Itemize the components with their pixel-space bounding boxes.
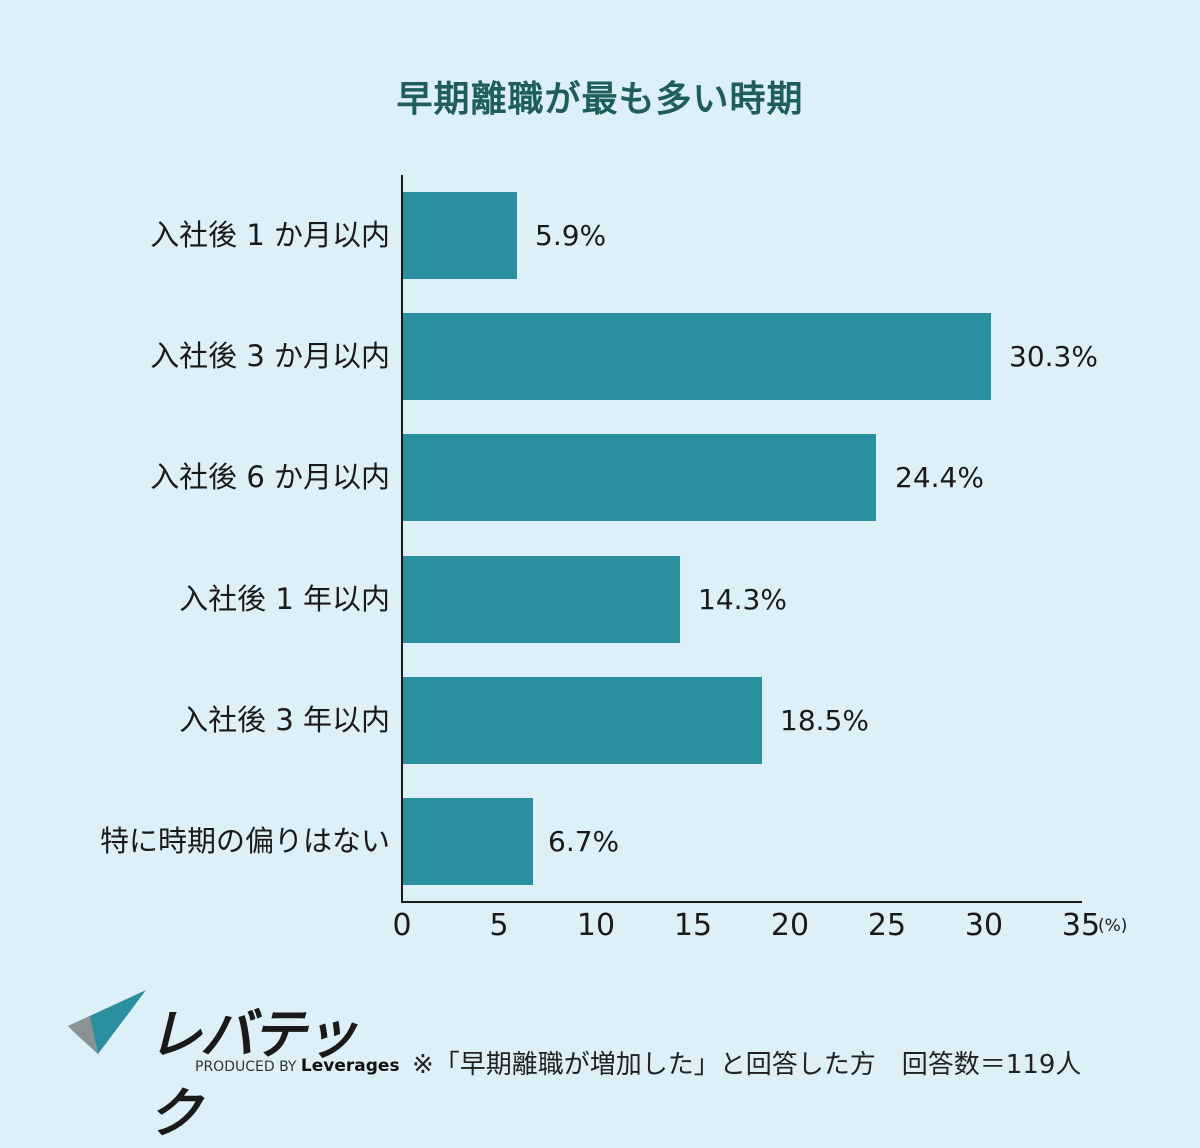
value-label: 18.5% [780, 704, 869, 737]
chart-title: 早期離職が最も多い時期 [396, 79, 804, 120]
x-tick: 10 [576, 908, 616, 943]
bar-1-year [403, 556, 680, 643]
x-tick: 20 [770, 908, 810, 943]
bar-6-months [403, 434, 876, 521]
footnote: ※「早期離職が増加した」と回答した方 回答数＝119人 [412, 1050, 1082, 1080]
bar-no-specific-period [403, 798, 533, 885]
x-tick: 5 [489, 908, 509, 943]
levtech-logo: レバテック PRODUCED BY Leverages [68, 988, 400, 1145]
category-label: 入社後 1 年以内 [179, 582, 390, 616]
bar-3-years [403, 677, 762, 764]
value-label: 24.4% [895, 461, 984, 494]
category-label: 入社後 3 年以内 [179, 703, 390, 737]
produced-by: PRODUCED BY Leverages [195, 1056, 400, 1076]
category-label: 入社後 1 か月以内 [150, 218, 390, 252]
bar-1-month [403, 192, 517, 279]
category-label: 特に時期の偏りはない [99, 824, 390, 858]
value-label: 30.3% [1009, 340, 1098, 373]
x-tick: 35 [1061, 908, 1101, 943]
y-axis-line [401, 175, 403, 903]
x-axis-line [401, 901, 1082, 903]
bar-3-months [403, 313, 991, 400]
brand-name: Leverages [300, 1056, 400, 1076]
value-label: 5.9% [535, 219, 607, 252]
paper-plane-icon [68, 990, 146, 1054]
x-tick: 25 [867, 908, 907, 943]
x-tick: 15 [673, 908, 713, 943]
logo-wordmark: レバテック [148, 1003, 358, 1145]
x-tick: 0 [392, 908, 412, 943]
value-label: 6.7% [548, 825, 620, 858]
category-label: 入社後 6 か月以内 [150, 460, 390, 494]
category-label: 入社後 3 か月以内 [150, 339, 390, 373]
x-tick: 30 [964, 908, 1004, 943]
x-axis-unit: (%) [1098, 916, 1128, 936]
value-label: 14.3% [698, 583, 787, 616]
